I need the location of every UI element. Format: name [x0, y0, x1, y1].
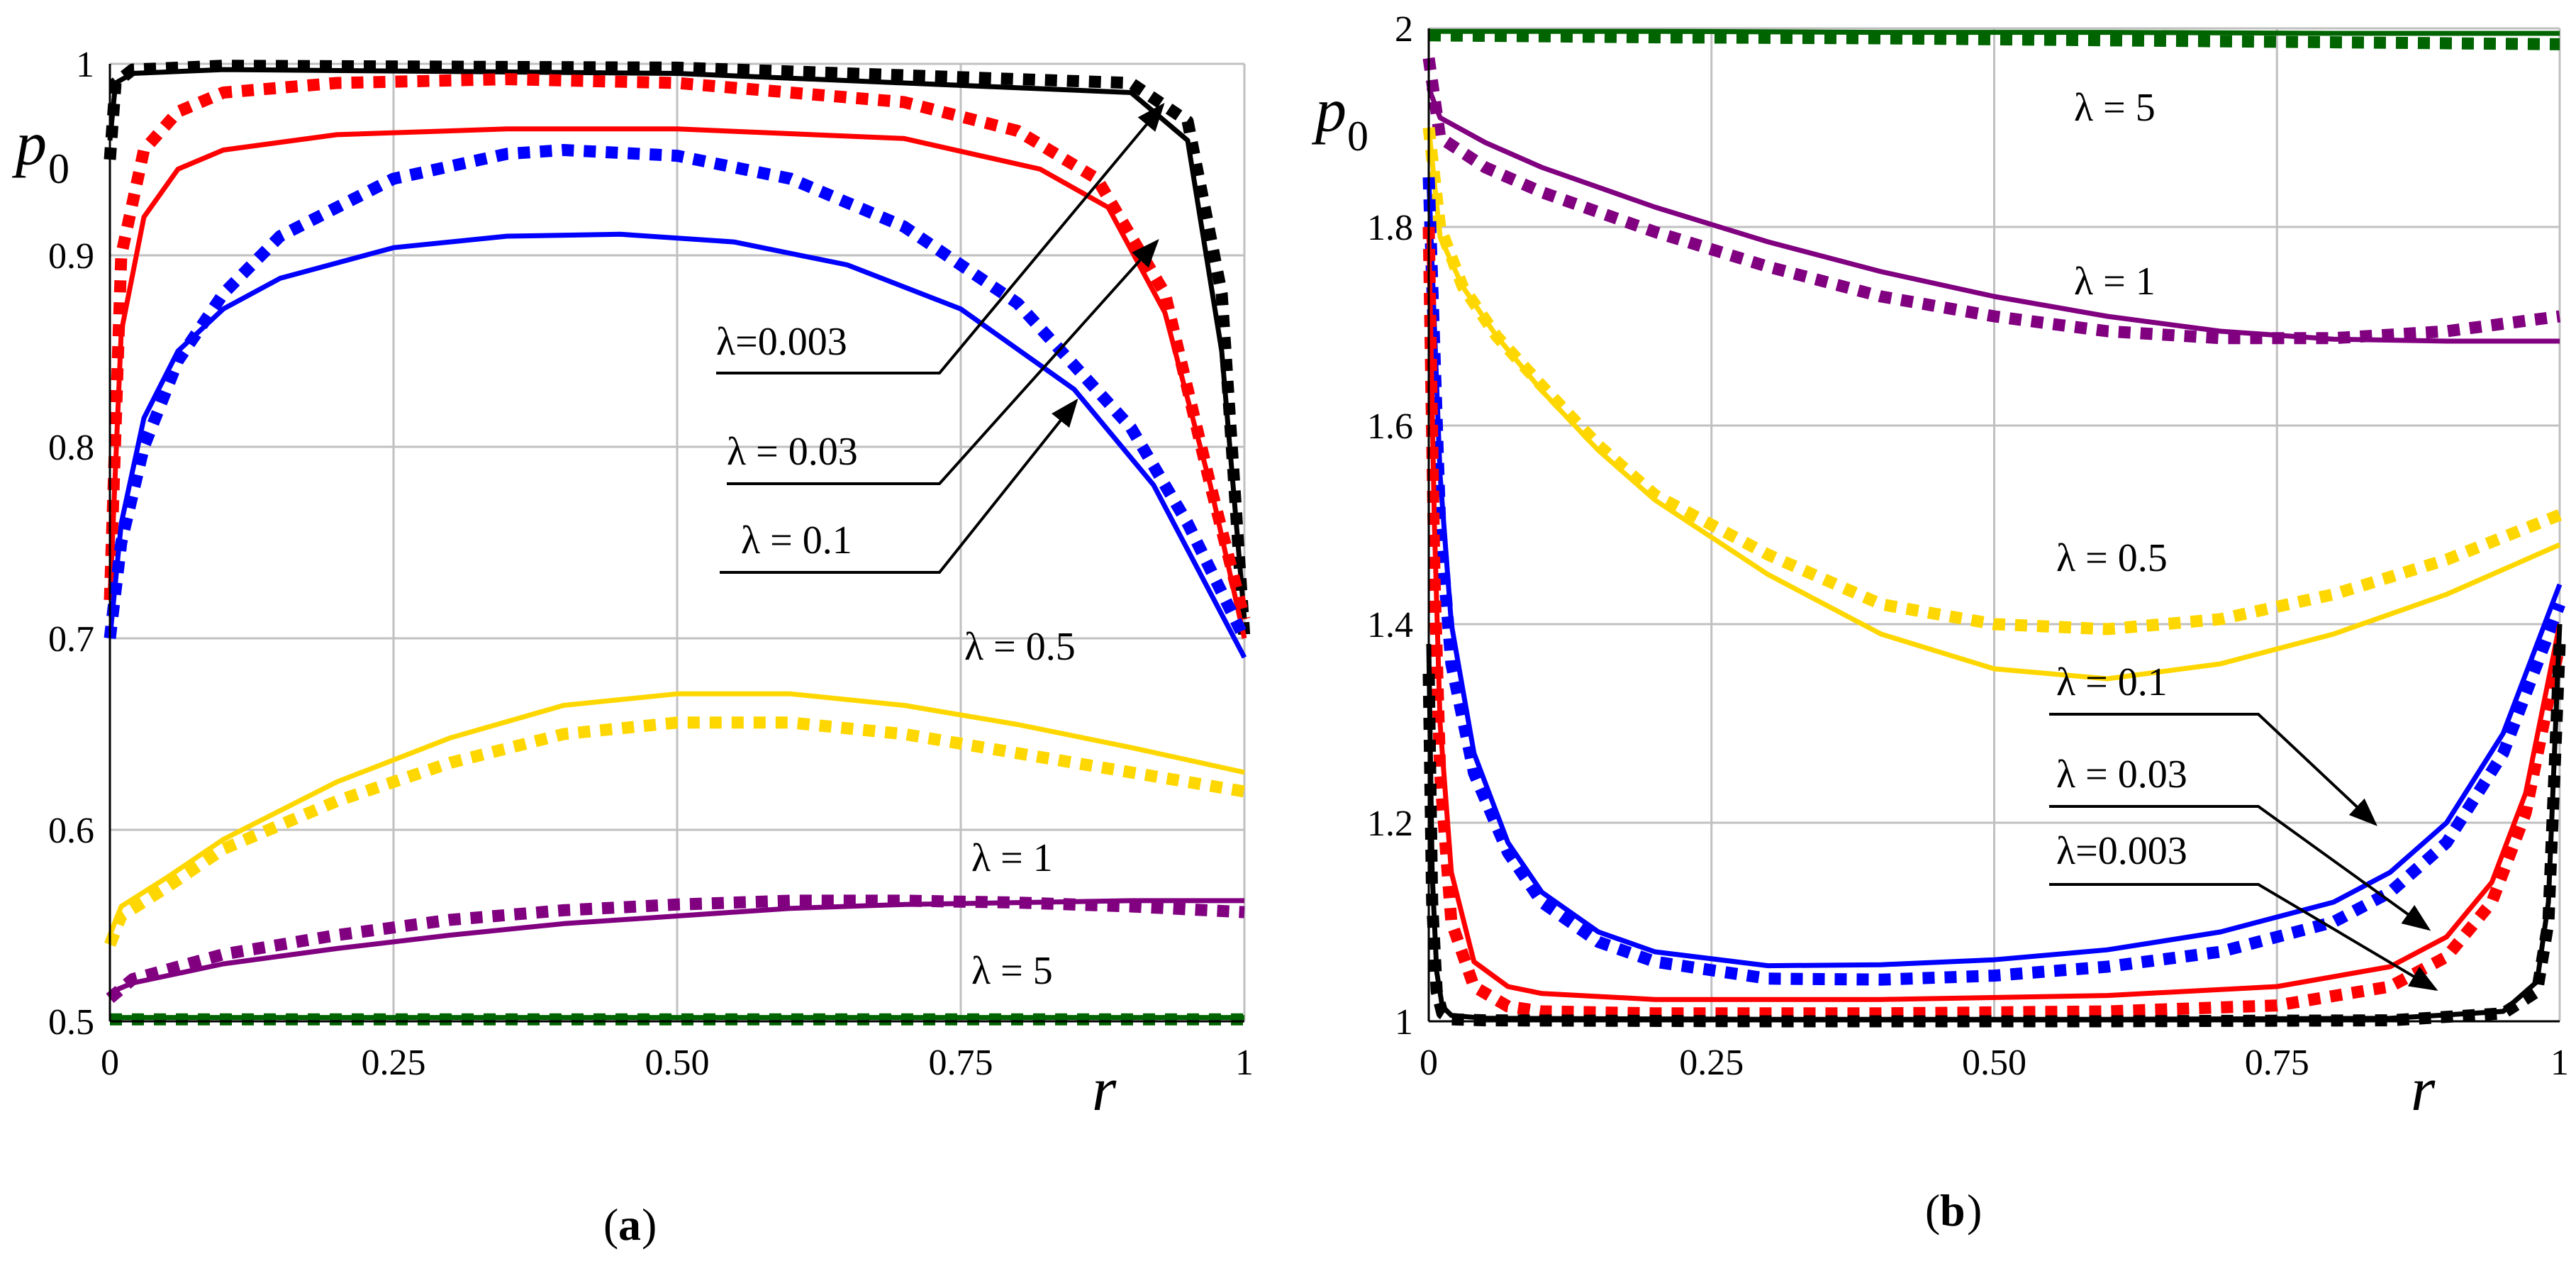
arrow-a-lambda-0003 — [716, 102, 1165, 374]
annotation-b-lambda-05: λ = 0.5 — [2056, 536, 2168, 580]
panel-a-series-blue-dotted — [104, 144, 1250, 641]
panel-a-y-label-main: p — [11, 110, 47, 179]
arrow-b-lambda-01 — [2049, 713, 2377, 826]
panel-a-series-purple-solid — [108, 898, 1244, 995]
panel-a-caption-letter: a — [618, 1199, 641, 1250]
annotation-a-lambda-003: λ = 0.03 — [727, 430, 858, 474]
annotation-a-lambda-05: λ = 0.5 — [964, 625, 1076, 669]
panel-b-y-tick-label: 1 — [1395, 1002, 1413, 1043]
panel-b-caption-letter: b — [1940, 1185, 1966, 1236]
panel-b-series-red-solid — [1426, 226, 2563, 1002]
annotation-b-lambda-1: λ = 1 — [2074, 260, 2156, 304]
panel-a-y-tick-label: 0.9 — [48, 236, 94, 277]
panel-a-y-tick-label: 1 — [76, 45, 94, 85]
panel-b-series-green-solid — [1429, 28, 2560, 36]
annotation-a-lambda-5: λ = 5 — [971, 949, 1053, 993]
panel-b-y-tick-label: 1.2 — [1367, 804, 1413, 844]
panel-b-x-tick-label: 1 — [2550, 1043, 2569, 1083]
panel-a-annotations: λ=0.003 λ = 0.03 λ = 0.1 λ = 0.5 λ = 1 λ… — [716, 102, 1165, 993]
panel-a-y-tick-label: 0.5 — [48, 1002, 94, 1043]
panel-a-caption: ( a ) — [603, 1199, 657, 1250]
panel-b-caption: ( b ) — [1925, 1185, 1982, 1236]
panel-b-caption-close: ) — [1967, 1185, 1982, 1236]
panel-a-y-tick-label: 0.6 — [48, 811, 94, 851]
panel-a-series-yellow-solid — [107, 691, 1245, 936]
panel-a-x-tick-label: 0.50 — [645, 1043, 710, 1083]
annotation-a-lambda-1: λ = 1 — [971, 836, 1053, 880]
panel-a-y-label: p 0 — [11, 110, 69, 192]
panel-a-y-tick-label: 0.8 — [48, 428, 94, 468]
panel-a-x-tick-label: 0.75 — [929, 1043, 993, 1083]
panel-b-y-label-main: p — [1311, 77, 1346, 145]
panel-b-series-purple-solid — [1426, 87, 2560, 344]
annotation-a-lambda-0003: λ=0.003 — [716, 320, 847, 364]
panel-b-y-tick-label: 1.6 — [1367, 406, 1413, 447]
panel-b-x-label: r — [2411, 1055, 2436, 1124]
panel-b-ticks: 0 0.25 0.50 0.75 1 1 1.2 1.4 1.6 1.8 2 — [1367, 9, 2569, 1083]
panel-b-series-yellow-dotted — [1422, 127, 2563, 635]
panel-b-series-purple-dotted — [1422, 57, 2561, 345]
panel-a-caption-close: ) — [642, 1199, 657, 1250]
panel-b: 0 0.25 0.50 0.75 1 1 1.2 1.4 1.6 1.8 2 p 0 r λ = 5… — [1311, 9, 2569, 1236]
panel-a-x-tick-label: 0.25 — [362, 1043, 426, 1083]
panel-b-y-tick-label: 1.8 — [1367, 208, 1413, 248]
panel-a-x-label: r — [1092, 1055, 1117, 1124]
panel-a: 0 0.25 0.50 0.75 1 0.5 0.6 0.7 0.8 0.9 1 p 0 r λ=0… — [11, 45, 1254, 1250]
panel-b-annotations: λ = 5 λ = 1 λ = 0.5 λ = 0.1 λ = 0.03 λ=0… — [2049, 86, 2438, 992]
panel-a-grid — [108, 62, 1246, 1023]
arrow-a-lambda-01 — [720, 398, 1078, 574]
arrow-a-lambda-003 — [727, 239, 1159, 485]
panel-a-series-black-dotted — [104, 60, 1251, 639]
panel-b-y-tick-label: 1.4 — [1367, 605, 1413, 645]
panel-b-series-red-dotted — [1422, 226, 2566, 1020]
panel-b-x-tick-label: 0.50 — [1962, 1043, 2026, 1083]
panel-b-x-tick-label: 0.75 — [2245, 1043, 2309, 1083]
panel-b-y-label-sub: 0 — [1347, 113, 1368, 160]
panel-a-caption-open: ( — [603, 1199, 618, 1250]
panel-a-series-red-solid — [107, 126, 1247, 639]
annotation-a-lambda-01: λ = 0.1 — [741, 518, 852, 562]
panel-a-series-blue-solid — [107, 231, 1247, 659]
panel-b-y-tick-label: 2 — [1395, 9, 1413, 50]
panel-b-series-blue-dotted — [1422, 177, 2565, 986]
annotation-b-lambda-0003: λ=0.003 — [2056, 829, 2187, 873]
panel-b-caption-open: ( — [1925, 1185, 1940, 1236]
arrow-b-lambda-003 — [2049, 805, 2431, 931]
annotation-b-lambda-5: λ = 5 — [2074, 86, 2156, 130]
panel-b-y-label: p 0 — [1311, 77, 1368, 160]
panel-a-y-label-sub: 0 — [48, 145, 69, 192]
arrow-b-lambda-0003 — [2049, 883, 2438, 992]
panel-a-series-yellow-dotted — [104, 716, 1246, 948]
annotation-b-lambda-003: λ = 0.03 — [2056, 753, 2187, 796]
panel-a-series — [104, 60, 1251, 1026]
annotation-b-lambda-01: λ = 0.1 — [2056, 660, 2168, 704]
panel-a-y-tick-label: 0.7 — [48, 619, 94, 660]
panel-a-ticks: 0 0.25 0.50 0.75 1 0.5 0.6 0.7 0.8 0.9 1 — [48, 45, 1254, 1083]
panel-b-x-tick-label: 0 — [1420, 1043, 1438, 1083]
panel-b-x-tick-label: 0.25 — [1679, 1043, 1744, 1083]
panel-a-x-tick-label: 0 — [101, 1043, 119, 1083]
panel-a-x-tick-label: 1 — [1235, 1043, 1254, 1083]
